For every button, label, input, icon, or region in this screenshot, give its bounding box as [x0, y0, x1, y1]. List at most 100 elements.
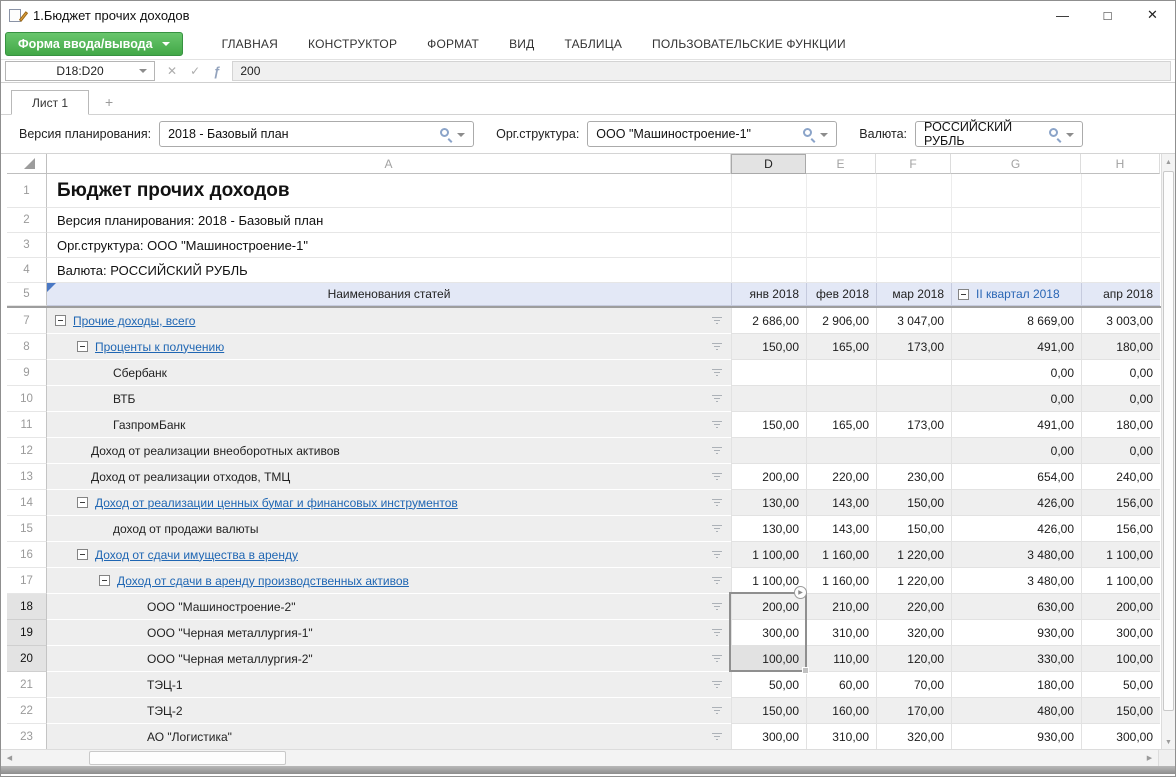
- search-icon[interactable]: [440, 128, 450, 137]
- cell[interactable]: [951, 233, 1081, 258]
- column-header-E[interactable]: E: [806, 154, 876, 174]
- value-cell[interactable]: 3 047,00: [876, 308, 951, 334]
- filter-icon[interactable]: [712, 629, 722, 637]
- cell[interactable]: [876, 208, 951, 233]
- value-cell[interactable]: 60,00: [806, 672, 876, 698]
- close-button[interactable]: ✕: [1147, 7, 1158, 22]
- cell[interactable]: [731, 174, 806, 208]
- vertical-scrollbar[interactable]: ▲ ▼: [1161, 154, 1175, 749]
- period-header-cell[interactable]: фев 2018: [806, 283, 876, 306]
- value-cell[interactable]: 654,00: [951, 464, 1081, 490]
- value-cell[interactable]: 143,00: [806, 490, 876, 516]
- period-header-cell[interactable]: янв 2018: [731, 283, 806, 306]
- filter-icon[interactable]: [712, 395, 722, 403]
- cell[interactable]: [806, 174, 876, 208]
- value-cell[interactable]: 480,00: [951, 698, 1081, 724]
- row-header-10[interactable]: 10: [7, 386, 47, 412]
- value-cell[interactable]: [876, 360, 951, 386]
- row-header-9[interactable]: 9: [7, 360, 47, 386]
- article-cell[interactable]: Сбербанк: [47, 360, 731, 386]
- article-cell[interactable]: ГазпромБанк: [47, 412, 731, 438]
- article-cell[interactable]: Доход от сдачи в аренду производственных…: [47, 568, 731, 594]
- row-header-16[interactable]: 16: [7, 542, 47, 568]
- value-cell[interactable]: [731, 438, 806, 464]
- cell[interactable]: [876, 233, 951, 258]
- row-header-3[interactable]: 3: [7, 233, 47, 258]
- article-cell[interactable]: Доход от сдачи имущества в аренду: [47, 542, 731, 568]
- value-cell[interactable]: 1 100,00: [731, 568, 806, 594]
- info-cell[interactable]: Орг.структура: ООО "Машиностроение-1": [47, 233, 731, 258]
- value-cell[interactable]: 100,00: [731, 646, 806, 672]
- cell[interactable]: [806, 233, 876, 258]
- value-cell[interactable]: 156,00: [1081, 516, 1160, 542]
- article-cell[interactable]: Доход от реализации внеоборотных активов: [47, 438, 731, 464]
- value-cell[interactable]: 0,00: [951, 360, 1081, 386]
- chevron-down-icon[interactable]: [457, 133, 466, 137]
- filter-icon[interactable]: [712, 655, 722, 663]
- ribbon-tab-4[interactable]: ТАБЛИЦА: [564, 37, 623, 51]
- value-cell[interactable]: 300,00: [731, 620, 806, 646]
- value-cell[interactable]: 150,00: [876, 490, 951, 516]
- article-link[interactable]: Доход от реализации ценных бумаг и финан…: [95, 495, 458, 510]
- value-cell[interactable]: 160,00: [806, 698, 876, 724]
- value-cell[interactable]: 200,00: [731, 594, 806, 620]
- cell[interactable]: [951, 208, 1081, 233]
- cell[interactable]: [1081, 233, 1160, 258]
- period-header-cell[interactable]: II квартал 2018: [951, 283, 1081, 306]
- row-header-12[interactable]: 12: [7, 438, 47, 464]
- formula-input[interactable]: 200: [232, 61, 1171, 81]
- value-cell[interactable]: 0,00: [1081, 438, 1160, 464]
- article-link[interactable]: Проценты к получению: [95, 339, 225, 354]
- row-header-7[interactable]: 7: [7, 308, 47, 334]
- article-cell[interactable]: ООО "Черная металлургия-2": [47, 646, 731, 672]
- filter-icon[interactable]: [712, 343, 722, 351]
- filter-icon[interactable]: [712, 369, 722, 377]
- cell[interactable]: [806, 208, 876, 233]
- value-cell[interactable]: 150,00: [1081, 698, 1160, 724]
- collapse-icon[interactable]: [77, 497, 88, 508]
- form-io-dropdown-button[interactable]: Форма ввода/вывода: [5, 32, 183, 56]
- row-header-17[interactable]: 17: [7, 568, 47, 594]
- article-cell[interactable]: ТЭЦ-2: [47, 698, 731, 724]
- minimize-button[interactable]: —: [1056, 7, 1069, 23]
- cell[interactable]: [731, 208, 806, 233]
- column-header-A[interactable]: A: [47, 154, 731, 174]
- scroll-down-icon[interactable]: ▼: [1165, 738, 1172, 746]
- cell[interactable]: [951, 258, 1081, 283]
- articles-header-cell[interactable]: Наименования статей: [47, 283, 731, 306]
- value-cell[interactable]: 300,00: [1081, 620, 1160, 646]
- search-icon[interactable]: [803, 128, 813, 137]
- selection-handle-icon[interactable]: ▶: [794, 586, 807, 599]
- collapse-icon[interactable]: [958, 288, 969, 300]
- row-header-22[interactable]: 22: [7, 698, 47, 724]
- cancel-entry-icon[interactable]: ✕: [167, 64, 178, 78]
- filter-icon[interactable]: [712, 551, 722, 559]
- filter-combo[interactable]: ООО "Машиностроение-1": [587, 121, 838, 147]
- value-cell[interactable]: [731, 360, 806, 386]
- cell[interactable]: [876, 258, 951, 283]
- value-cell[interactable]: 1 220,00: [876, 568, 951, 594]
- value-cell[interactable]: 120,00: [876, 646, 951, 672]
- row-header-19[interactable]: 19: [7, 620, 47, 646]
- article-link[interactable]: Прочие доходы, всего: [73, 313, 196, 328]
- value-cell[interactable]: 310,00: [806, 724, 876, 749]
- value-cell[interactable]: 320,00: [876, 620, 951, 646]
- horizontal-scrollbar[interactable]: ◀ ▶: [1, 749, 1175, 766]
- value-cell[interactable]: 210,00: [806, 594, 876, 620]
- period-header-cell[interactable]: мар 2018: [876, 283, 951, 306]
- value-cell[interactable]: 240,00: [1081, 464, 1160, 490]
- filter-icon[interactable]: [712, 733, 722, 741]
- article-cell[interactable]: Доход от реализации отходов, ТМЦ: [47, 464, 731, 490]
- value-cell[interactable]: 1 160,00: [806, 542, 876, 568]
- value-cell[interactable]: [806, 360, 876, 386]
- article-cell[interactable]: доход от продажи валюты: [47, 516, 731, 542]
- fill-handle[interactable]: [802, 667, 809, 674]
- article-cell[interactable]: ООО "Машиностроение-2": [47, 594, 731, 620]
- value-cell[interactable]: 130,00: [731, 516, 806, 542]
- row-header-1[interactable]: 1: [7, 174, 47, 208]
- cell[interactable]: [951, 174, 1081, 208]
- row-header-13[interactable]: 13: [7, 464, 47, 490]
- row-header-14[interactable]: 14: [7, 490, 47, 516]
- article-cell[interactable]: АО "Логистика": [47, 724, 731, 749]
- filter-combo[interactable]: 2018 - Базовый план: [159, 121, 475, 147]
